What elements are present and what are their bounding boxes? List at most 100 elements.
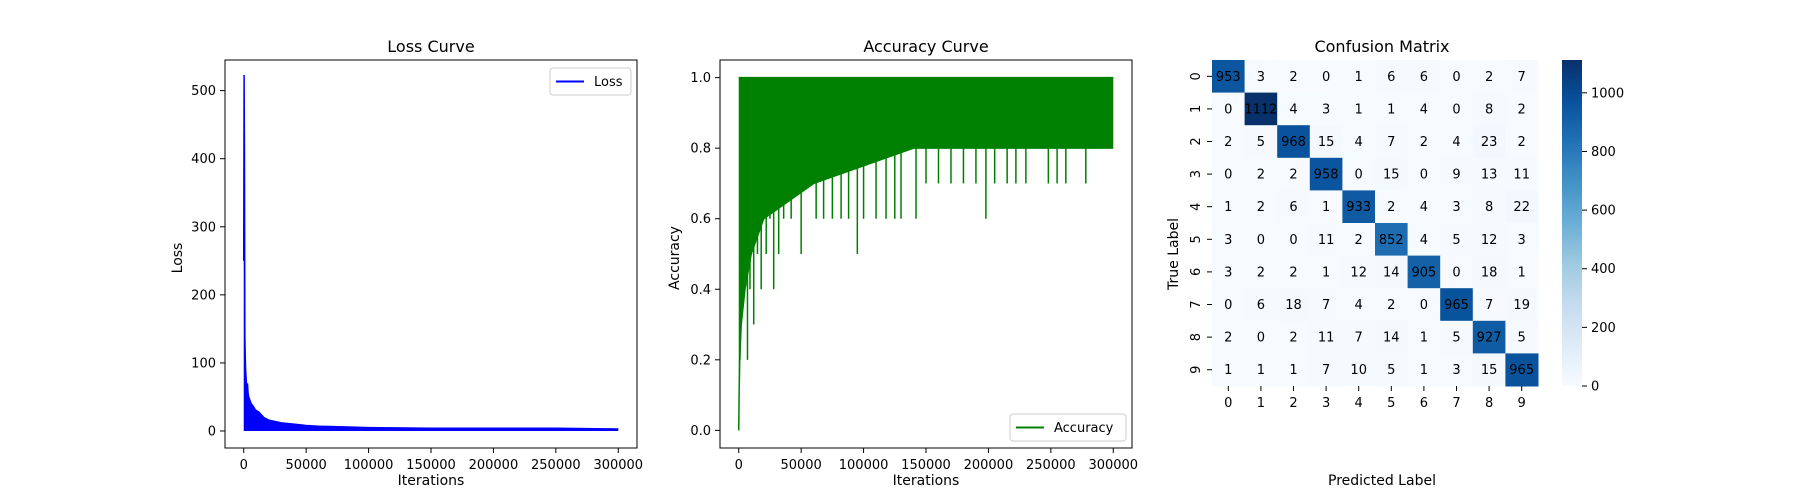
- cm-cell-value: 953: [1216, 70, 1241, 85]
- cm-cell: [1375, 157, 1409, 191]
- cm-cell-value: 5: [1452, 331, 1460, 346]
- cm-cell: [1505, 92, 1539, 126]
- cm-x-tick-label: 2: [1289, 396, 1297, 411]
- cm-cell-value: 905: [1411, 265, 1436, 280]
- cm-cell-value: 3: [1452, 363, 1460, 378]
- cm-cell-value: 4: [1289, 102, 1297, 117]
- cm-y-tick-label: 4: [1189, 203, 1204, 211]
- cm-cell-value: 3: [1224, 233, 1232, 248]
- cm-cell: [1375, 92, 1409, 126]
- cm-cell: [1244, 190, 1278, 224]
- cm-cell-value: 2: [1387, 298, 1395, 313]
- cm-cell: [1342, 288, 1376, 322]
- accuracy-x-tick-label: 0: [735, 458, 743, 473]
- colorbar-tick-label: 0: [1591, 380, 1599, 395]
- cm-cell-value: 0: [1289, 233, 1297, 248]
- loss-x-tick-label: 200000: [469, 458, 519, 473]
- cm-x-tick-label: 9: [1518, 396, 1526, 411]
- cm-cell: [1505, 125, 1539, 159]
- colorbar-tick-label: 400: [1591, 262, 1616, 277]
- confusion-matrix-title: Confusion Matrix: [1314, 37, 1449, 56]
- cm-cell: [1505, 60, 1539, 94]
- cm-cell: [1309, 288, 1343, 322]
- cm-cell: [1212, 223, 1246, 257]
- cm-cell: [1212, 255, 1246, 289]
- cm-cell-value: 4: [1420, 233, 1428, 248]
- cm-cell-value: 2: [1289, 70, 1297, 85]
- cm-cell-value: 2: [1518, 102, 1526, 117]
- cm-cell: [1472, 353, 1506, 387]
- cm-cell: [1407, 190, 1441, 224]
- loss-x-tick-label: 150000: [406, 458, 456, 473]
- colorbar-tick-label: 1000: [1591, 86, 1624, 101]
- cm-cell-value: 0: [1452, 102, 1460, 117]
- cm-cell-value: 7: [1322, 363, 1330, 378]
- cm-cell-value: 3: [1322, 102, 1330, 117]
- cm-x-tick-label: 3: [1322, 396, 1330, 411]
- accuracy-chart: Accuracy Curve Iterations Accuracy 0 5000…: [667, 37, 1138, 489]
- cm-y-tick-label: 3: [1189, 170, 1204, 178]
- cm-cell-value: 3: [1452, 200, 1460, 215]
- cm-cell: [1375, 288, 1409, 322]
- loss-y-tick-label: 500: [191, 84, 216, 99]
- cm-cell: [1244, 255, 1278, 289]
- cm-cell: [1277, 125, 1311, 159]
- cm-cell-value: 11: [1318, 331, 1335, 346]
- cm-cell-value: 6: [1289, 200, 1297, 215]
- cm-x-tick-label: 0: [1224, 396, 1232, 411]
- cm-cell-value: 0: [1452, 265, 1460, 280]
- cm-cell-value: 5: [1518, 331, 1526, 346]
- colorbar-tick-label: 800: [1591, 145, 1616, 160]
- cm-cell-value: 8: [1485, 102, 1493, 117]
- cm-cell-value: 2: [1518, 135, 1526, 150]
- loss-chart: Loss Curve Iterations Loss 0 50000 100000 1…: [170, 37, 643, 489]
- cm-cell-value: 0: [1257, 331, 1265, 346]
- cm-y-tick-label: 6: [1189, 268, 1204, 276]
- cm-cell-value: 5: [1387, 363, 1395, 378]
- confusion-matrix-chart: Confusion Matrix Predicted Label True La…: [1166, 37, 1624, 489]
- cm-x-tick-label: 1: [1257, 396, 1265, 411]
- cm-cell-value: 0: [1224, 102, 1232, 117]
- cm-cell-value: 5: [1452, 233, 1460, 248]
- cm-cell: [1472, 60, 1506, 94]
- cm-cell-value: 1: [1518, 265, 1526, 280]
- cm-cell-value: 958: [1314, 168, 1339, 183]
- cm-cell-value: 3: [1518, 233, 1526, 248]
- cm-cell: [1407, 288, 1441, 322]
- cm-cell: [1472, 223, 1506, 257]
- loss-x-tick-label: 100000: [344, 458, 394, 473]
- cm-cell-value: 1: [1257, 363, 1265, 378]
- cm-cell-value: 8: [1485, 200, 1493, 215]
- loss-x-tick-label: 50000: [285, 458, 326, 473]
- cm-cell: [1244, 320, 1278, 354]
- loss-y-tick-label: 0: [208, 424, 216, 439]
- cm-cell: [1505, 157, 1539, 191]
- accuracy-x-tick-label: 100000: [839, 458, 889, 473]
- cm-cell-value: 1: [1355, 70, 1363, 85]
- accuracy-legend: Accuracy: [1009, 413, 1127, 442]
- cm-cell: [1342, 320, 1376, 354]
- cm-cell-value: 1: [1289, 363, 1297, 378]
- loss-legend-label: Loss: [594, 75, 623, 90]
- cm-cell-value: 0: [1322, 70, 1330, 85]
- cm-cell: [1342, 157, 1376, 191]
- cm-cell: [1375, 125, 1409, 159]
- cm-x-tick-label: 6: [1420, 396, 1428, 411]
- colorbar-tick-label: 200: [1591, 321, 1616, 336]
- cm-cell-value: 2: [1257, 265, 1265, 280]
- cm-cell: [1375, 190, 1409, 224]
- cm-cell-value: 965: [1509, 363, 1534, 378]
- cm-cell: [1375, 223, 1409, 257]
- cm-cell-value: 1: [1224, 363, 1232, 378]
- cm-cell: [1277, 320, 1311, 354]
- cm-cell: [1375, 353, 1409, 387]
- cm-cell: [1407, 255, 1441, 289]
- cm-cell-value: 3: [1257, 70, 1265, 85]
- accuracy-y-tick-label: 1.0: [690, 71, 711, 86]
- accuracy-x-tick-label: 150000: [901, 458, 951, 473]
- cm-cell-value: 2: [1224, 331, 1232, 346]
- cm-cell: [1212, 190, 1246, 224]
- cm-cell-value: 968: [1281, 135, 1306, 150]
- cm-cell-value: 2: [1257, 200, 1265, 215]
- loss-y-tick-label: 300: [191, 220, 216, 235]
